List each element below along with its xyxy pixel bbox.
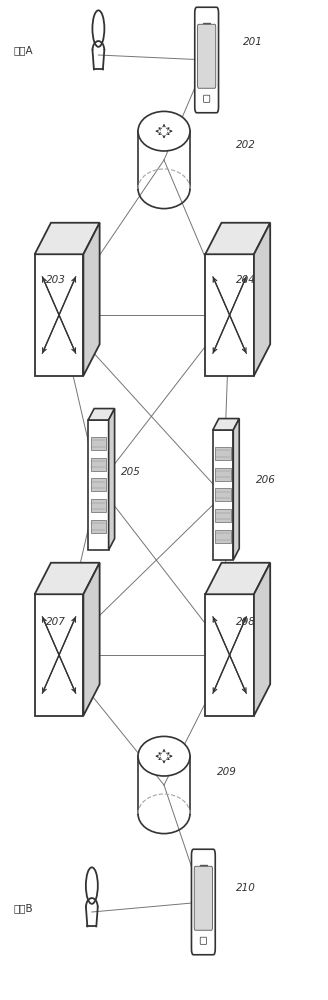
- Text: 201: 201: [243, 37, 263, 47]
- Text: 202: 202: [236, 140, 256, 150]
- Polygon shape: [233, 419, 239, 560]
- FancyBboxPatch shape: [215, 447, 231, 460]
- Polygon shape: [88, 409, 114, 420]
- FancyBboxPatch shape: [204, 95, 210, 102]
- FancyBboxPatch shape: [200, 937, 206, 944]
- Polygon shape: [213, 419, 239, 430]
- Polygon shape: [35, 594, 83, 716]
- FancyBboxPatch shape: [197, 24, 216, 88]
- FancyBboxPatch shape: [213, 430, 233, 560]
- Text: 用户B: 用户B: [13, 903, 33, 913]
- FancyBboxPatch shape: [91, 520, 106, 533]
- FancyBboxPatch shape: [195, 7, 218, 113]
- Text: 207: 207: [46, 617, 66, 627]
- Polygon shape: [205, 594, 254, 716]
- Polygon shape: [205, 254, 254, 376]
- Ellipse shape: [138, 736, 190, 776]
- Polygon shape: [205, 563, 270, 594]
- Polygon shape: [83, 563, 100, 716]
- Polygon shape: [83, 223, 100, 376]
- Text: 用户A: 用户A: [13, 45, 33, 55]
- FancyBboxPatch shape: [215, 509, 231, 522]
- Polygon shape: [109, 409, 114, 550]
- FancyBboxPatch shape: [91, 458, 106, 471]
- Polygon shape: [254, 223, 270, 376]
- Text: 205: 205: [121, 467, 141, 477]
- FancyBboxPatch shape: [215, 530, 231, 543]
- Polygon shape: [35, 563, 100, 594]
- Text: 208: 208: [236, 617, 256, 627]
- FancyBboxPatch shape: [88, 420, 109, 550]
- Polygon shape: [254, 563, 270, 716]
- FancyBboxPatch shape: [91, 437, 106, 450]
- FancyBboxPatch shape: [215, 468, 231, 481]
- Text: 209: 209: [216, 767, 236, 777]
- Polygon shape: [205, 223, 270, 254]
- Polygon shape: [35, 254, 83, 376]
- FancyBboxPatch shape: [192, 849, 215, 955]
- FancyBboxPatch shape: [194, 866, 213, 930]
- Ellipse shape: [138, 111, 190, 151]
- Polygon shape: [35, 223, 100, 254]
- Text: 206: 206: [256, 475, 276, 485]
- Text: 204: 204: [236, 275, 256, 285]
- Text: 203: 203: [46, 275, 66, 285]
- Text: 210: 210: [236, 883, 256, 893]
- FancyBboxPatch shape: [91, 478, 106, 491]
- FancyBboxPatch shape: [91, 499, 106, 512]
- FancyBboxPatch shape: [215, 488, 231, 501]
